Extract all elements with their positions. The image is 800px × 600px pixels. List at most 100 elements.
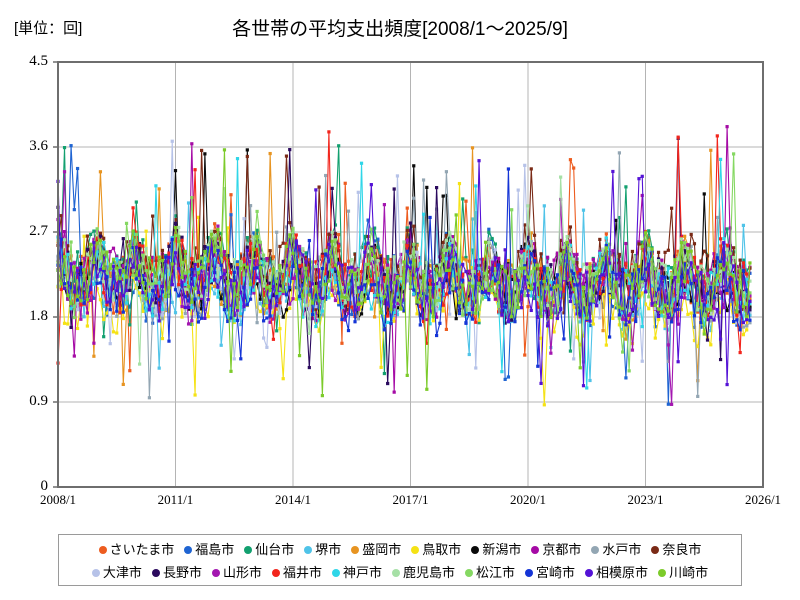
series-marker [180, 280, 184, 284]
legend-item-神戸市[interactable]: 神戸市 [331, 566, 382, 579]
legend-item-仙台市[interactable]: 仙台市 [244, 543, 294, 556]
series-marker [575, 278, 579, 282]
series-marker [226, 308, 230, 312]
series-marker [85, 311, 89, 315]
series-marker [281, 291, 285, 296]
legend-color-swatch-icon [585, 568, 594, 577]
series-marker [232, 257, 236, 262]
series-marker [284, 258, 289, 262]
series-marker [457, 181, 462, 186]
series-marker [741, 223, 746, 227]
series-marker [271, 267, 276, 271]
series-marker [568, 349, 573, 353]
series-marker [301, 263, 305, 267]
series-marker [732, 246, 736, 250]
legend-item-松江市[interactable]: 松江市 [465, 566, 515, 579]
series-marker [379, 281, 383, 285]
series-marker [718, 269, 723, 273]
series-marker [692, 265, 697, 269]
series-marker [219, 253, 223, 258]
series-marker [647, 307, 651, 311]
series-marker [621, 317, 625, 321]
series-marker [418, 323, 422, 327]
series-marker [386, 269, 390, 273]
series-marker [268, 151, 272, 156]
legend-item-山形市[interactable]: 山形市 [211, 566, 262, 579]
series-marker [745, 315, 749, 319]
series-marker [154, 256, 158, 260]
series-marker [167, 272, 171, 276]
series-marker [448, 233, 452, 237]
series-marker [369, 245, 373, 249]
series-marker [702, 332, 706, 336]
legend-item-相模原市[interactable]: 相模原市 [585, 566, 648, 579]
legend-item-福井市[interactable]: 福井市 [271, 565, 322, 580]
legend-item-大津市[interactable]: 大津市 [91, 566, 142, 579]
series-marker [542, 306, 546, 310]
series-marker [301, 247, 305, 251]
series-marker [715, 294, 719, 298]
series-marker [180, 275, 184, 280]
series-marker [288, 148, 292, 152]
series-marker [621, 267, 625, 272]
legend-item-奈良市[interactable]: 奈良市 [651, 543, 701, 556]
legend-item-新潟市[interactable]: 新潟市 [471, 543, 521, 556]
series-marker [301, 275, 305, 279]
series-marker [118, 311, 122, 315]
legend-item-堺市[interactable]: 堺市 [304, 543, 341, 556]
series-marker [232, 270, 236, 274]
legend-item-盛岡市[interactable]: 盛岡市 [351, 543, 401, 556]
legend-item-川崎市[interactable]: 川崎市 [658, 566, 708, 579]
series-marker [435, 333, 439, 338]
legend-item-福島市[interactable]: 福島市 [184, 543, 234, 556]
series-marker [66, 264, 70, 269]
series-marker [382, 269, 386, 273]
series-marker [327, 267, 331, 271]
legend-item-宮崎市[interactable]: 宮崎市 [525, 566, 575, 579]
series-marker [676, 322, 680, 326]
series-marker [705, 318, 710, 322]
series-marker [415, 243, 419, 247]
series-marker [111, 284, 116, 288]
series-marker [692, 285, 697, 289]
series-marker [461, 272, 465, 276]
series-marker [85, 285, 89, 289]
series-marker [275, 273, 279, 277]
series-marker [617, 323, 621, 327]
series-marker [444, 275, 448, 279]
series-marker [676, 296, 680, 301]
series-marker [581, 313, 586, 318]
series-marker [630, 348, 635, 352]
series-marker [435, 293, 439, 297]
series-marker [248, 259, 253, 263]
series-marker [170, 236, 174, 240]
legend-item-長野市[interactable]: 長野市 [151, 566, 202, 579]
series-marker [206, 278, 210, 283]
series-marker [392, 187, 396, 191]
series-marker [643, 267, 648, 271]
legend-item-さいたま市[interactable]: さいたま市 [98, 543, 174, 556]
legend-item-鹿児島市[interactable]: 鹿児島市 [392, 566, 455, 579]
x-tick-label: 2017/1 [392, 492, 429, 507]
legend-label: 福井市 [282, 565, 322, 580]
legend-item-水戸市[interactable]: 水戸市 [591, 543, 641, 556]
series-marker [353, 252, 357, 256]
legend-row: 大津市 長野市 山形市 福井市 神戸市 鹿児島市 松江市 宮崎市 相模原市 川崎市 [59, 561, 741, 584]
series-marker [327, 296, 331, 300]
series-marker [702, 269, 706, 273]
series-marker [265, 345, 269, 349]
series-marker [66, 244, 70, 248]
legend-item-鳥取市[interactable]: 鳥取市 [411, 543, 461, 556]
series-marker [209, 267, 213, 271]
series-marker [340, 263, 344, 267]
series-marker [542, 308, 546, 312]
series-marker [75, 268, 80, 273]
series-marker [630, 280, 635, 285]
series-marker [271, 260, 276, 264]
series-marker [291, 276, 295, 280]
series-marker [252, 266, 256, 270]
series-marker [415, 275, 419, 279]
series-marker [748, 279, 752, 283]
legend-item-京都市[interactable]: 京都市 [531, 543, 581, 556]
series-marker [673, 290, 677, 294]
